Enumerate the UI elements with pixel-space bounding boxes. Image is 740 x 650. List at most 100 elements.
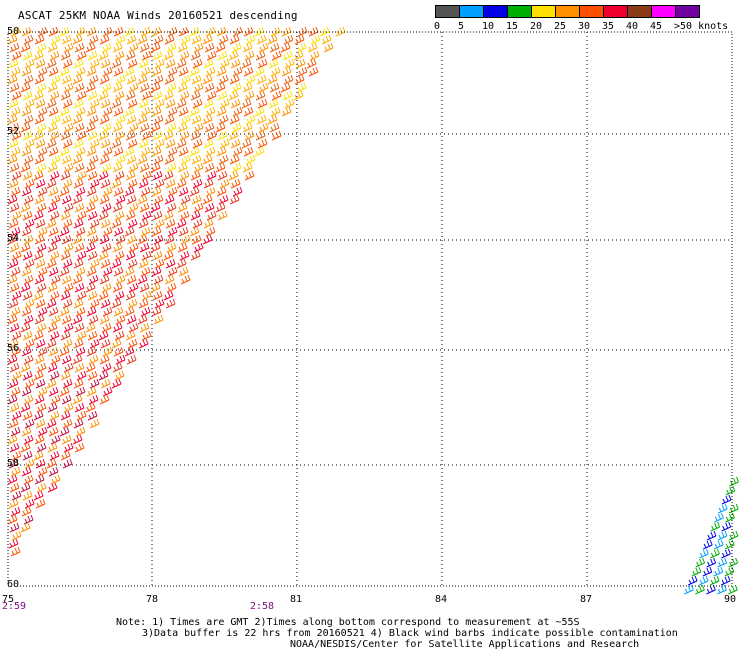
wind-barb: [75, 346, 86, 357]
wind-barb: [139, 82, 150, 93]
wind-barb: [217, 50, 228, 61]
wind-barb: [75, 426, 86, 437]
wind-barb: [138, 178, 149, 189]
wind-barb: [180, 34, 191, 45]
wind-barb: [241, 138, 252, 149]
wind-barb: [125, 210, 136, 221]
wind-barb: [127, 178, 138, 189]
wind-barb: [137, 274, 148, 285]
wind-barb: [725, 485, 736, 496]
wind-barb: [46, 58, 57, 69]
wind-barb: [189, 186, 200, 197]
wind-barb: [22, 490, 33, 501]
wind-barb: [74, 362, 85, 373]
color-scale-label-7: 35: [602, 21, 615, 32]
wind-barb: [34, 74, 45, 85]
wind-barb: [35, 378, 46, 389]
wind-barb: [167, 66, 178, 77]
wind-barb: [177, 242, 188, 253]
wind-barb: [34, 114, 45, 125]
wind-barb: [48, 266, 59, 277]
wind-barb: [86, 306, 97, 317]
wind-barb: [216, 26, 227, 37]
wind-barb: [37, 266, 48, 277]
wind-barb: [76, 50, 87, 61]
wind-barb: [101, 202, 112, 213]
wind-barb: [113, 146, 124, 157]
wind-barb: [177, 42, 188, 53]
wind-barb: [125, 290, 136, 301]
wind-barb: [191, 34, 202, 45]
wind-barb: [150, 122, 161, 133]
wind-barb: [699, 548, 709, 559]
wind-barb: [47, 162, 58, 173]
wind-barb: [112, 242, 123, 253]
wind-barb: [245, 74, 256, 85]
wind-barb: [126, 154, 137, 165]
wind-barb: [61, 354, 72, 365]
wind-barb: [50, 154, 61, 165]
wind-barb: [63, 202, 74, 213]
wind-barb: [7, 474, 18, 485]
wind-barb: [191, 234, 202, 245]
wind-barb: [112, 322, 123, 333]
wind-barb: [127, 258, 138, 269]
wind-barb: [47, 242, 58, 253]
wind-barb: [189, 146, 200, 157]
wind-barb: [192, 178, 203, 189]
wind-barb: [167, 226, 178, 237]
wind-barb: [243, 26, 254, 37]
wind-barb: [99, 154, 110, 165]
wind-barb: [63, 242, 74, 253]
wind-barb: [10, 546, 21, 557]
wind-barb: [60, 330, 71, 341]
wind-barb: [10, 386, 21, 397]
wind-barb: [72, 314, 83, 325]
wind-barb: [126, 194, 137, 205]
wind-barb: [47, 82, 58, 93]
wind-barb: [709, 575, 720, 586]
wind-barb: [89, 98, 100, 109]
wind-barb: [177, 202, 188, 213]
wind-barb: [50, 34, 61, 45]
wind-barb: [191, 154, 202, 165]
wind-barb: [114, 210, 125, 221]
wind-barb: [49, 170, 60, 181]
wind-barb: [24, 298, 35, 309]
wind-barb: [269, 122, 280, 133]
wind-barb: [34, 154, 45, 165]
wind-barb: [20, 282, 31, 293]
wind-barb: [7, 34, 18, 45]
wind-barb: [37, 26, 48, 37]
wind-barb: [62, 58, 73, 69]
wind-barb: [114, 290, 125, 301]
note-line-2: 3)Data buffer is 22 hrs from 20160521 4)…: [142, 628, 678, 639]
wind-barb: [254, 106, 265, 117]
wind-barb: [20, 362, 31, 373]
wind-barb: [99, 74, 110, 85]
wind-barb: [9, 282, 20, 293]
wind-barb: [49, 330, 60, 341]
wind-barb: [8, 458, 19, 469]
wind-barb: [232, 106, 243, 117]
wind-barb: [706, 584, 716, 595]
wind-barb: [126, 354, 137, 365]
color-scale-label-9: 45: [650, 21, 663, 32]
wind-barb: [179, 90, 190, 101]
wind-barb: [76, 250, 87, 261]
wind-barb: [166, 202, 177, 213]
wind-barb: [63, 402, 74, 413]
wind-barb: [9, 242, 20, 253]
wind-barb: [102, 106, 113, 117]
wind-barb: [717, 557, 728, 568]
wind-barb: [36, 362, 47, 373]
wind-barb: [180, 274, 191, 285]
wind-barb: [152, 250, 163, 261]
wind-barb: [11, 490, 22, 501]
wind-barb: [258, 42, 269, 53]
wind-barb: [75, 146, 86, 157]
wind-barb: [35, 298, 46, 309]
wind-barb: [202, 154, 213, 165]
wind-barb: [46, 258, 57, 269]
